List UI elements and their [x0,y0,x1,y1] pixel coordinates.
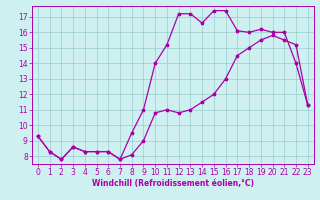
X-axis label: Windchill (Refroidissement éolien,°C): Windchill (Refroidissement éolien,°C) [92,179,254,188]
